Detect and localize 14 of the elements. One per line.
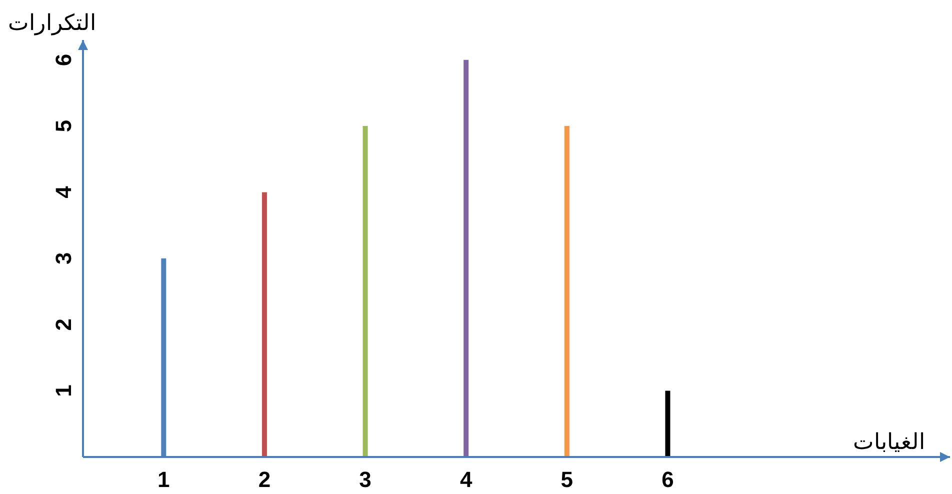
y-tick-label: 3	[51, 252, 76, 265]
y-tick-label: 2	[51, 318, 76, 331]
x-tick-label: 5	[560, 467, 574, 492]
y-tick-label: 1	[51, 384, 76, 397]
x-tick-label: 2	[258, 467, 271, 492]
x-tick-label: 6	[662, 467, 674, 492]
x-tick-label: 3	[359, 467, 372, 492]
x-axis-title: الغيابات	[853, 429, 925, 454]
y-axis-title: التكرارات	[8, 10, 96, 36]
y-tick-label: 5	[51, 120, 76, 132]
y-tick-label: 6	[51, 54, 76, 66]
y-tick-label: 4	[51, 185, 76, 198]
x-tick-label: 1	[158, 467, 170, 492]
x-tick-label: 4	[460, 467, 473, 492]
